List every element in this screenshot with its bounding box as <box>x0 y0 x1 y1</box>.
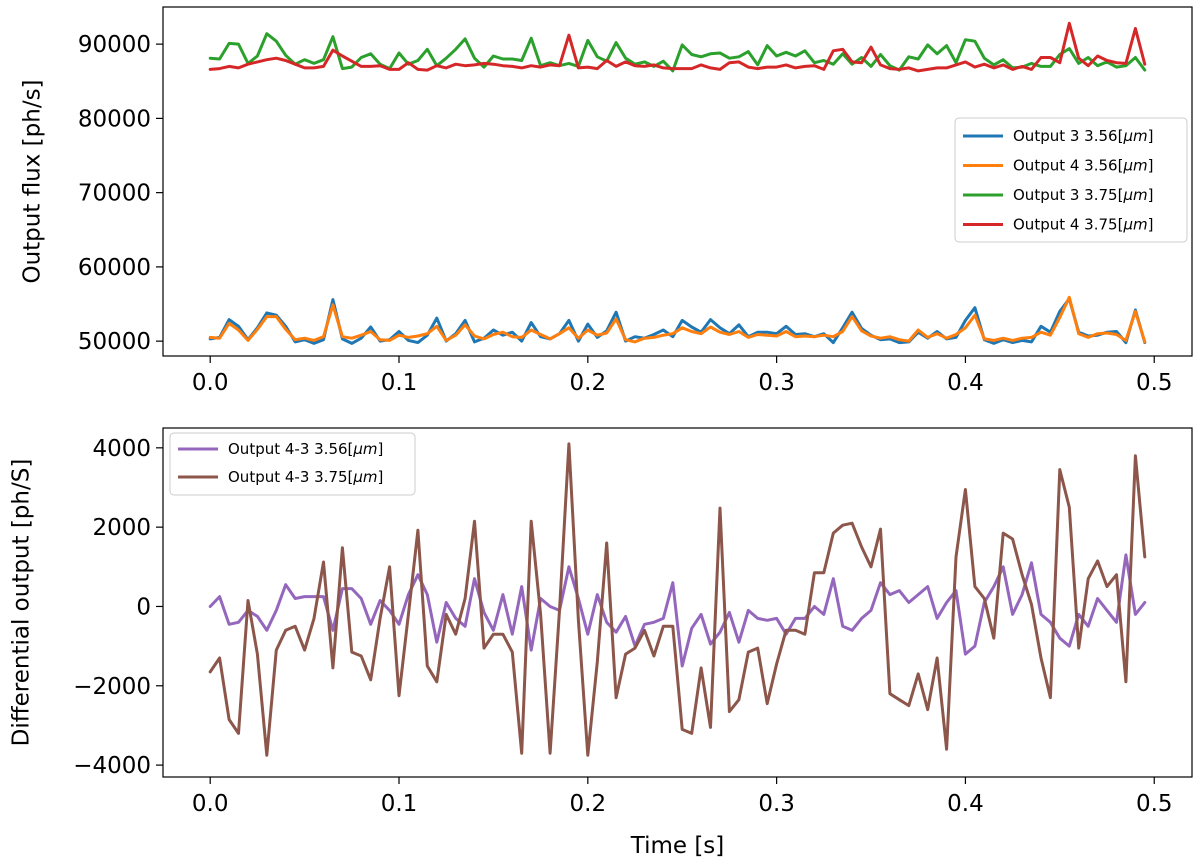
legend-label-output-4-3-3-56-m: Output 4-3 3.56[μm] <box>228 440 383 458</box>
x-tick-label: 0.1 <box>381 791 418 817</box>
legend-box <box>169 432 416 496</box>
series-line-output-3-3-75-m <box>208 32 1147 73</box>
series-line-output-4-3-3-75-m <box>208 442 1147 757</box>
plot-frame <box>162 6 1193 357</box>
series-line-output-4-3-56-m <box>208 295 1147 344</box>
legend: Output 4-3 3.56[μm] Output 4-3 3.75[μm] <box>169 432 416 496</box>
legend-label-output-4-3-56-m: Output 4 3.56[μm] <box>1013 157 1153 175</box>
x-tick-label: 0.5 <box>1136 370 1173 396</box>
y-tick-label: 50000 <box>78 329 151 355</box>
x-tick-label: 0.3 <box>758 370 795 396</box>
x-tick-label: 0.5 <box>1136 791 1173 817</box>
y-tick-label: 70000 <box>78 181 151 207</box>
legend-label-output-4-3-3-75-m: Output 4-3 3.75[μm] <box>228 468 383 486</box>
bottom-plot-differential-output: 0.0 0.1 0.2 0.3 0.4 0.5 −4000 −2000 0 2000 4000 Dif… <box>9 427 1193 859</box>
x-tick-label: 0.0 <box>192 791 229 817</box>
series-line-output-4-3-3-56-m <box>208 553 1147 668</box>
series-line-output-4-3-75-m <box>208 21 1147 73</box>
y-tick-label: 90000 <box>78 32 151 58</box>
y-tick-label: 0 <box>136 594 151 620</box>
y-tick-label: 60000 <box>78 255 151 281</box>
top-plot-output-flux: 0.0 0.1 0.2 0.3 0.4 0.5 50000 60000 70000 80000 90… <box>20 6 1193 396</box>
y-tick-label: −4000 <box>73 753 151 779</box>
legend-label-output-3-3-75-m: Output 3 3.75[μm] <box>1013 186 1153 204</box>
x-tick-label: 0.2 <box>570 370 607 396</box>
y-tick-label: 4000 <box>92 436 151 462</box>
legend-box <box>954 117 1188 243</box>
y-tick-label: 80000 <box>78 106 151 132</box>
x-tick-label: 0.1 <box>381 370 418 396</box>
legend-label-output-3-3-56-m: Output 3 3.56[μm] <box>1013 127 1153 145</box>
legend: Output 3 3.56[μm] Output 4 3.56[μm] Output… <box>954 117 1188 243</box>
y-tick-label: −2000 <box>73 674 151 700</box>
x-tick-label: 0.2 <box>570 791 607 817</box>
x-axis-label: Time [s] <box>630 833 725 859</box>
y-tick-label: 2000 <box>92 515 151 541</box>
legend-label-output-4-3-75-m: Output 4 3.75[μm] <box>1013 216 1153 234</box>
plot-frame <box>162 427 1193 778</box>
y-axis-label: Differential output [ph/S] <box>9 459 35 747</box>
y-axis-label: Output flux [ph/s] <box>20 79 46 283</box>
x-tick-label: 0.4 <box>947 370 984 396</box>
x-tick-label: 0.3 <box>758 791 795 817</box>
x-tick-label: 0.0 <box>192 370 229 396</box>
x-tick-label: 0.4 <box>947 791 984 817</box>
